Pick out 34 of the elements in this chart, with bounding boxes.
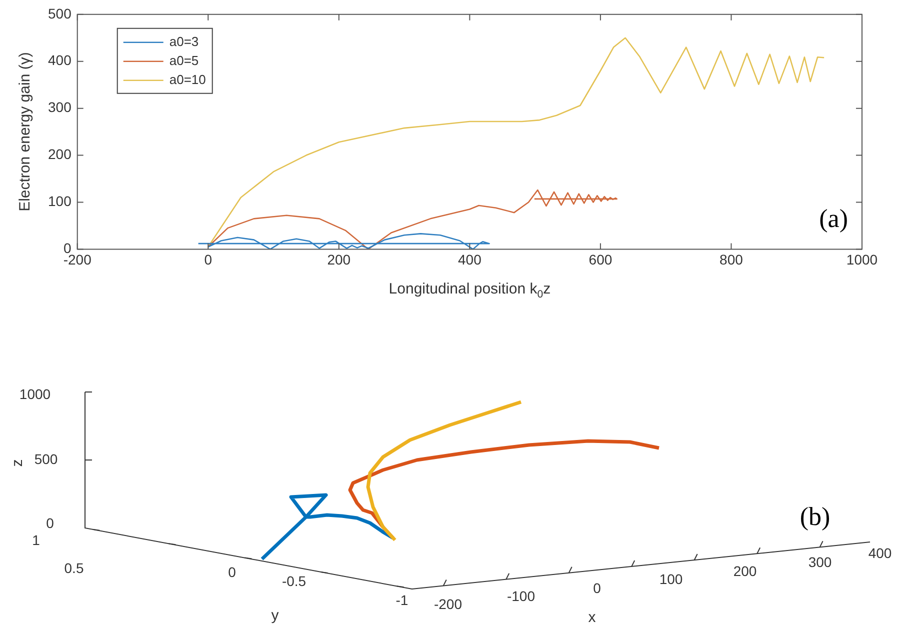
text: 300: [808, 554, 832, 570]
text: -0.5: [282, 573, 306, 589]
legend-label: a0=5: [169, 52, 199, 68]
y-tick-label: 400: [48, 52, 72, 68]
text: -100: [506, 588, 536, 604]
y-tick-label: 200: [48, 146, 72, 162]
y-tick-label: 500: [48, 5, 72, 22]
text: 0: [228, 564, 236, 580]
legend-label: a0=3: [169, 34, 199, 49]
text: -1: [396, 592, 408, 608]
y-axis-title: Electron energy gain (γ): [16, 52, 34, 212]
legend-label: a0=10: [169, 72, 206, 87]
text: 200: [733, 563, 757, 579]
x-tick-label: 600: [588, 251, 612, 268]
annotation: (a): [819, 204, 848, 234]
text: z: [9, 459, 26, 467]
y-tick-label: 100: [48, 193, 72, 210]
text: 100: [659, 571, 683, 587]
y-tick-label: 300: [48, 99, 72, 116]
x-tick-label: 800: [720, 251, 744, 268]
x-tick-label: 400: [458, 251, 482, 268]
x-tick-label: 1000: [846, 251, 878, 268]
text: x: [588, 609, 596, 626]
x-tick-label: 0: [204, 251, 212, 268]
text: 1: [32, 532, 40, 548]
text: 500: [34, 451, 58, 467]
text: 1000: [19, 386, 51, 402]
text: -200: [434, 596, 462, 612]
text: 0.5: [64, 560, 84, 576]
text: 0: [593, 580, 602, 596]
text: y: [271, 607, 280, 624]
text: (b): [800, 502, 830, 531]
x-tick-label: 200: [327, 251, 351, 268]
text: 400: [868, 545, 892, 561]
